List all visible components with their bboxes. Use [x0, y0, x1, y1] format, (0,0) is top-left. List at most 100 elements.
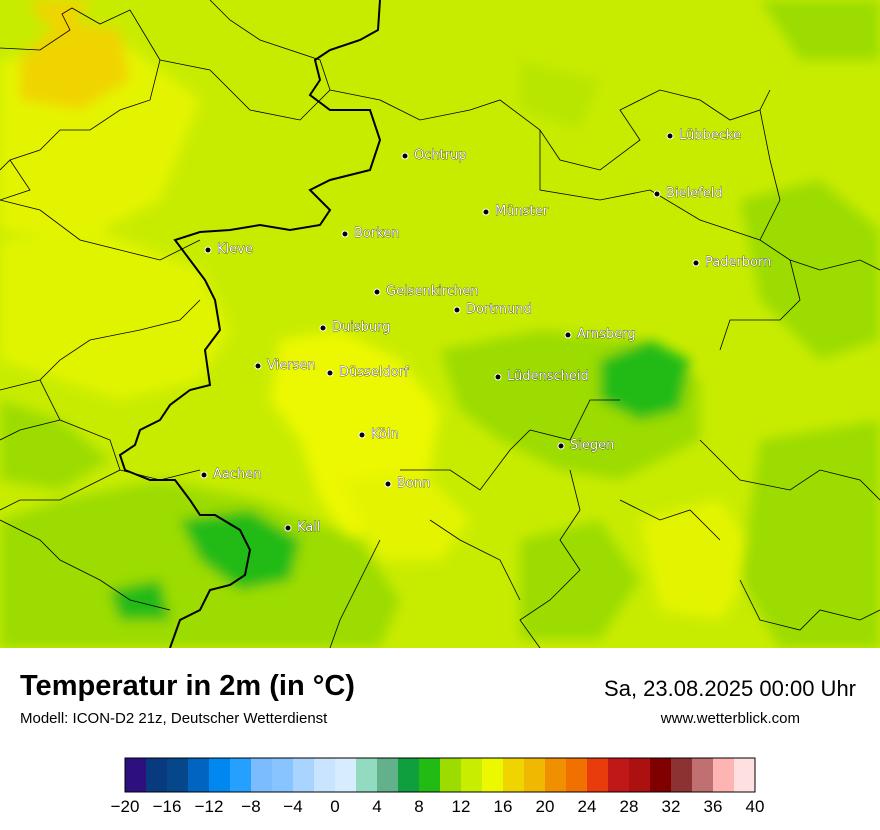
city-dot: [200, 471, 208, 479]
temperature-field: [0, 0, 880, 648]
colorbar-swatch: [629, 758, 651, 792]
colorbar-swatch: [671, 758, 693, 792]
city-label: Lübbecke: [679, 128, 741, 143]
colorbar-swatch: [125, 758, 147, 792]
colorbar-tick-label: −16: [153, 797, 182, 816]
colorbar-swatch: [587, 758, 609, 792]
colorbar-tick-label: −8: [241, 797, 260, 816]
city-marker: Münster: [482, 204, 549, 219]
national-border: [118, 0, 382, 648]
colorbar-frame: [124, 757, 756, 793]
city-dot: [373, 288, 381, 296]
city-label: Ochtrup: [414, 148, 467, 163]
colorbar-swatch: [335, 758, 357, 792]
colorbar-swatch: [230, 758, 252, 792]
colorbar-swatch: [734, 758, 756, 792]
city-dot: [326, 369, 334, 377]
colorbar-swatch: [692, 758, 714, 792]
city-marker: Bielefeld: [653, 186, 723, 201]
city-dot: [284, 524, 292, 532]
city-label: Dortmund: [466, 302, 532, 317]
colorbar-swatch: [608, 758, 630, 792]
city-label: Düsseldorf: [339, 365, 409, 380]
borders: [0, 0, 880, 648]
city-marker: Bonn: [384, 476, 431, 491]
city-marker: Köln: [358, 427, 399, 442]
colorbar-swatches: [125, 758, 756, 792]
colorbar-tick-label: 36: [704, 797, 723, 816]
colorbar-swatch: [461, 758, 483, 792]
colorbar-swatch: [272, 758, 294, 792]
website-link[interactable]: www.wetterblick.com: [660, 710, 800, 727]
city-dot: [494, 373, 502, 381]
city-marker: Lübbecke: [666, 128, 741, 143]
city-marker: Dortmund: [453, 302, 532, 317]
temperature-colorbar: −20 −16 −12 −8 −4 0 4 8 12 16 20 24 28 32 36 40: [111, 757, 765, 816]
city-dot: [319, 324, 327, 332]
city-dot: [653, 190, 661, 198]
map-title: Temperatur in 2m (in °C): [20, 670, 355, 702]
colorbar-swatch: [440, 758, 462, 792]
colorbar-tick-label: 8: [414, 797, 423, 816]
colorbar-swatch: [650, 758, 672, 792]
city-marker: Aachen: [200, 467, 262, 482]
city-label: Kleve: [217, 242, 253, 257]
colorbar-swatch: [356, 758, 378, 792]
city-dot: [564, 331, 572, 339]
city-dot: [482, 208, 490, 216]
colorbar-swatch: [314, 758, 336, 792]
colorbar-tick-label: 28: [620, 797, 639, 816]
temperature-map: Ochtrup Lübbecke Bielefeld Münster Borken Kle…: [0, 0, 880, 648]
colorbar-tick-label: −20: [111, 797, 140, 816]
city-marker: Duisburg: [319, 320, 391, 335]
colorbar-swatch: [377, 758, 399, 792]
colorbar-swatch: [146, 758, 168, 792]
city-dot: [401, 152, 409, 160]
city-dot: [341, 230, 349, 238]
city-marker: Siegen: [557, 438, 615, 453]
colorbar-swatch: [545, 758, 567, 792]
city-marker: Paderborn: [692, 255, 772, 270]
colorbar-tick-label: 0: [330, 797, 339, 816]
colorbar-tick-label: 40: [746, 797, 765, 816]
colorbar-tick-label: 4: [372, 797, 381, 816]
colorbar-tick-label: −12: [195, 797, 224, 816]
city-marker: Kall: [284, 520, 321, 535]
city-marker: Düsseldorf: [326, 365, 409, 380]
colorbar-swatch: [188, 758, 210, 792]
city-label: Münster: [495, 204, 549, 219]
city-label: Bielefeld: [666, 186, 723, 201]
forecast-datetime: Sa, 23.08.2025 00:00 Uhr: [604, 676, 856, 701]
city-marker: Kleve: [204, 242, 253, 257]
colorbar-tick-label: −4: [283, 797, 302, 816]
colorbar-tick-label: 12: [452, 797, 471, 816]
colorbar-tick-label: 16: [494, 797, 513, 816]
city-label: Duisburg: [332, 320, 391, 335]
colorbar-swatch: [566, 758, 588, 792]
city-label: Kall: [297, 520, 321, 535]
city-label: Lüdenscheid: [507, 369, 589, 384]
colorbar-swatch: [503, 758, 525, 792]
city-label: Köln: [371, 427, 399, 442]
city-label: Bonn: [397, 476, 430, 491]
colorbar-tick-label: 24: [578, 797, 597, 816]
city-marker: Gelsenkirchen: [373, 284, 479, 299]
city-label: Aachen: [213, 467, 261, 482]
city-label: Borken: [354, 226, 400, 241]
model-info: Modell: ICON-D2 21z, Deutscher Wetterdie…: [20, 710, 328, 727]
colorbar-swatch: [713, 758, 735, 792]
city-dot: [692, 259, 700, 267]
colorbar-swatch: [293, 758, 315, 792]
city-label: Viersen: [267, 358, 316, 373]
city-marker: Arnsberg: [564, 327, 636, 342]
colorbar-swatch: [482, 758, 504, 792]
city-marker: Viersen: [254, 358, 316, 373]
colorbar-swatch: [209, 758, 231, 792]
city-dot: [254, 362, 262, 370]
city-dot: [384, 480, 392, 488]
city-marker: Lüdenscheid: [494, 369, 589, 384]
colorbar-ticks: −20 −16 −12 −8 −4 0 4 8 12 16 20 24 28 32 36 40: [111, 797, 765, 816]
colorbar-swatch: [251, 758, 273, 792]
city-label: Siegen: [570, 438, 614, 453]
city-marker: Ochtrup: [401, 148, 467, 163]
